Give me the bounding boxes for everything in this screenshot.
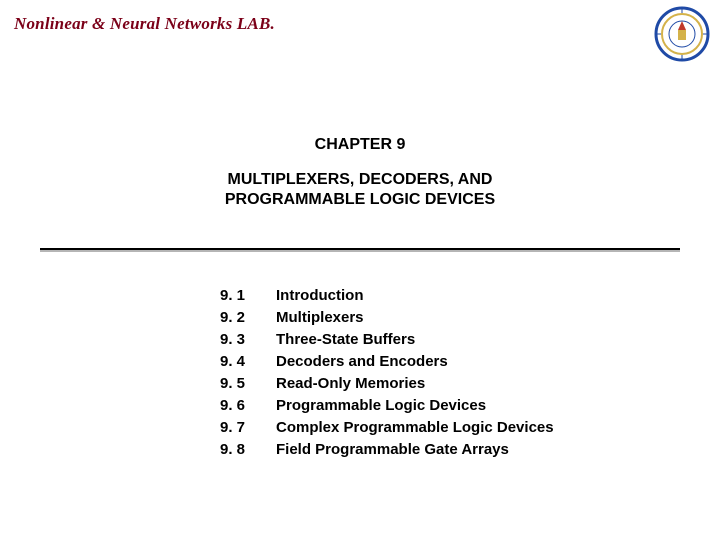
toc-row: 9. 4Decoders and Encoders — [220, 352, 554, 372]
toc-section-number: 9. 4 — [220, 352, 276, 372]
toc-section-number: 9. 5 — [220, 374, 276, 394]
toc-section-label: Three-State Buffers — [276, 330, 415, 350]
chapter-title: MULTIPLEXERS, DECODERS, AND PROGRAMMABLE… — [0, 170, 720, 210]
toc-section-number: 9. 7 — [220, 418, 276, 438]
university-logo — [654, 6, 710, 62]
toc-section-number: 9. 3 — [220, 330, 276, 350]
toc-row: 9. 2Multiplexers — [220, 308, 554, 328]
toc-section-label: Decoders and Encoders — [276, 352, 448, 372]
toc-section-label: Complex Programmable Logic Devices — [276, 418, 554, 438]
title-line-1: MULTIPLEXERS, DECODERS, AND — [0, 170, 720, 190]
toc-section-number: 9. 6 — [220, 396, 276, 416]
toc-section-number: 9. 8 — [220, 440, 276, 460]
divider-bottom — [40, 250, 680, 252]
toc-row: 9. 1Introduction — [220, 286, 554, 306]
toc-section-label: Read-Only Memories — [276, 374, 425, 394]
toc-row: 9. 3Three-State Buffers — [220, 330, 554, 350]
toc-row: 9. 7Complex Programmable Logic Devices — [220, 418, 554, 438]
toc-section-label: Programmable Logic Devices — [276, 396, 486, 416]
toc-row: 9. 8Field Programmable Gate Arrays — [220, 440, 554, 460]
toc-row: 9. 5Read-Only Memories — [220, 374, 554, 394]
chapter-number: CHAPTER 9 — [0, 136, 720, 154]
toc-section-label: Multiplexers — [276, 308, 364, 328]
toc-section-number: 9. 2 — [220, 308, 276, 328]
toc-section-label: Introduction — [276, 286, 363, 306]
toc-section-number: 9. 1 — [220, 286, 276, 306]
horizontal-divider — [40, 248, 680, 252]
toc-row: 9. 6Programmable Logic Devices — [220, 396, 554, 416]
lab-name: Nonlinear & Neural Networks LAB. — [14, 14, 275, 34]
title-line-2: PROGRAMMABLE LOGIC DEVICES — [0, 190, 720, 210]
table-of-contents: 9. 1Introduction9. 2Multiplexers9. 3Thre… — [220, 286, 554, 462]
toc-section-label: Field Programmable Gate Arrays — [276, 440, 509, 460]
